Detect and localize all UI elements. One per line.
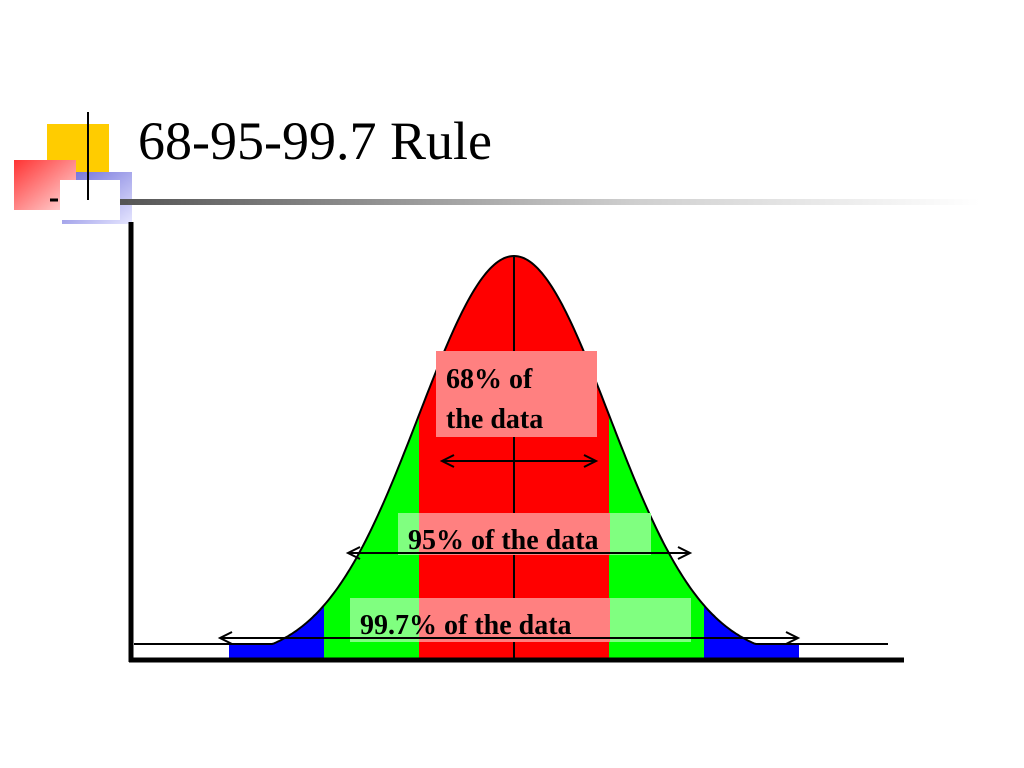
label-68-box [436, 351, 597, 437]
label-68-line1: 68% of [446, 364, 533, 395]
label-68-line2: the data [446, 404, 543, 435]
arrow-997 [217, 631, 801, 645]
label-997-box-green-left [350, 598, 419, 642]
label-95-box-green-right [610, 513, 651, 555]
label-997-box-green-right [610, 598, 691, 642]
arrow-68 [439, 454, 599, 468]
title-decoration [14, 112, 980, 224]
label-997: 99.7% of the data [360, 610, 572, 641]
page-title: 68-95-99.7 Rule [138, 111, 492, 171]
label-95-box [398, 513, 651, 555]
curve-outline [134, 254, 888, 645]
arrow-95 [345, 546, 693, 560]
title-underline [120, 199, 980, 205]
arrows [217, 454, 801, 645]
label-95: 95% of the data [408, 525, 599, 556]
white-square-decoration [60, 180, 120, 220]
label-95-box-green-left [398, 513, 419, 555]
